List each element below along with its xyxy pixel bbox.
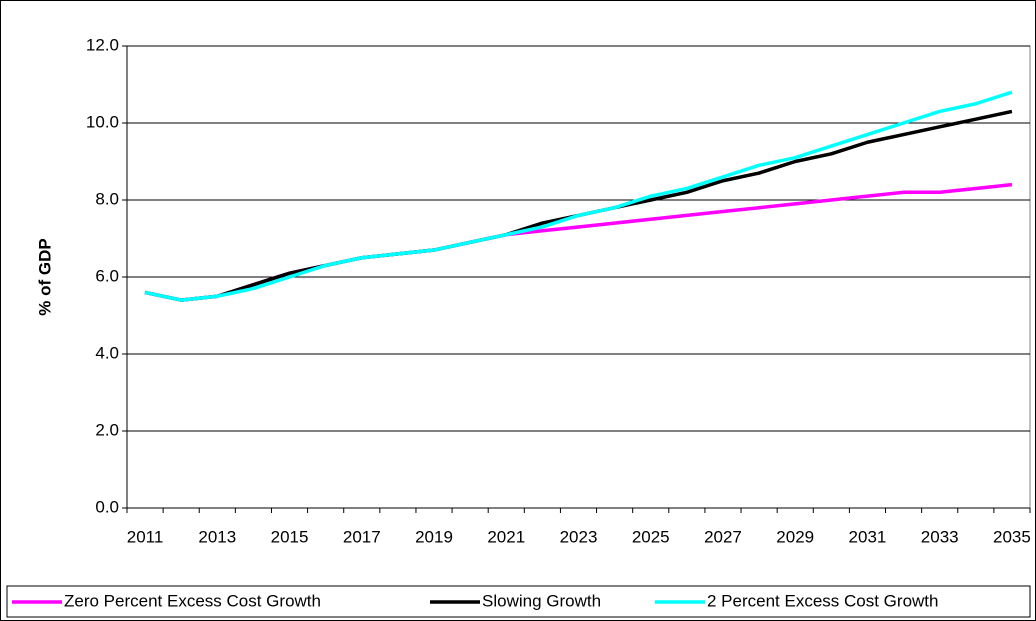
y-tick-label: 6.0: [95, 266, 119, 285]
x-tick-label: 2021: [487, 527, 525, 546]
x-tick-label: 2029: [776, 527, 814, 546]
x-tick-label: 2019: [415, 527, 453, 546]
x-tick-label: 2035: [993, 527, 1031, 546]
legend-label: Slowing Growth: [482, 591, 601, 610]
x-tick-label: 2013: [198, 527, 236, 546]
x-tick-label: 2023: [560, 527, 598, 546]
x-tick-label: 2017: [343, 527, 381, 546]
x-tick-label: 2027: [704, 527, 742, 546]
legend-label: 2 Percent Excess Cost Growth: [707, 591, 938, 610]
y-tick-label: 8.0: [95, 189, 119, 208]
legend-label: Zero Percent Excess Cost Growth: [64, 591, 321, 610]
y-axis-label: % of GDP: [35, 238, 54, 315]
y-tick-label: 0.0: [95, 497, 119, 516]
y-tick-label: 12.0: [86, 35, 119, 54]
x-tick-label: 2015: [271, 527, 309, 546]
x-tick-label: 2025: [632, 527, 670, 546]
x-tick-label: 2033: [921, 527, 959, 546]
legend: [6, 585, 1031, 618]
x-tick-label: 2011: [127, 527, 164, 546]
y-tick-label: 10.0: [86, 112, 119, 131]
series-line: [144, 90, 1013, 302]
y-tick-label: 2.0: [95, 420, 119, 439]
x-tick-label: 2031: [849, 527, 887, 546]
y-tick-label: 4.0: [95, 343, 119, 362]
